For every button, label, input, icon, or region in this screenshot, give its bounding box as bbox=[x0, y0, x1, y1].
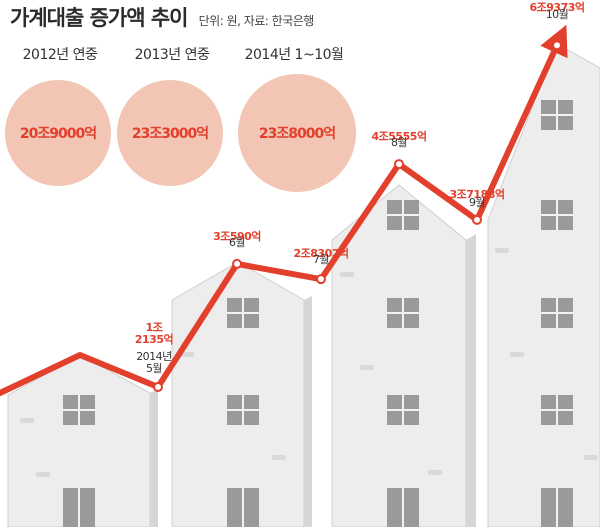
building-1-door bbox=[63, 488, 95, 527]
building-illustrations bbox=[7, 43, 600, 527]
data-point-2 bbox=[232, 258, 242, 269]
data-point-5 bbox=[472, 214, 482, 225]
amount-bubble-2012: 20조9000억 bbox=[5, 80, 111, 186]
building-1-side bbox=[150, 389, 158, 527]
value-label-1-b: 2135억 bbox=[135, 333, 173, 346]
month-label-6: 10월 bbox=[546, 8, 569, 21]
building-4-window bbox=[541, 200, 573, 230]
value-label-2: 3조590억 bbox=[213, 230, 261, 243]
data-point-3 bbox=[316, 274, 326, 285]
amount-2013: 23조3000억 bbox=[131, 126, 209, 142]
value-label-3: 2조8302억 bbox=[293, 247, 348, 260]
month-label-1-b: 5월 bbox=[146, 362, 162, 375]
building-4-window bbox=[541, 100, 573, 130]
month-label-4: 8월 bbox=[391, 136, 407, 149]
building-2-brick bbox=[180, 352, 194, 357]
building-4-window bbox=[541, 298, 573, 328]
building-4-window bbox=[541, 395, 573, 425]
value-label-6: 6조9373억 bbox=[529, 1, 584, 14]
period-label-2013: 2013년 연중 bbox=[134, 47, 210, 63]
building-2-window bbox=[227, 298, 259, 328]
building-1-brick bbox=[36, 472, 50, 477]
building-1-window bbox=[63, 395, 95, 425]
building-3-door bbox=[387, 488, 419, 527]
month-label-2: 6월 bbox=[229, 236, 245, 249]
building-2-window bbox=[227, 395, 259, 425]
chart-title: 가계대출 증가액 추이 bbox=[10, 6, 189, 30]
value-label-5: 3조7188억 bbox=[449, 188, 504, 201]
building-2-side bbox=[304, 296, 312, 527]
month-label-3: 7월 bbox=[313, 253, 329, 266]
amount-2014: 23조8000억 bbox=[258, 126, 336, 142]
amount-2012: 20조9000억 bbox=[19, 126, 97, 142]
building-4-door bbox=[541, 488, 573, 527]
building-3-brick bbox=[360, 365, 374, 370]
chart-title-block: 가계대출 증가액 추이 단위: 원, 자료: 한국은행 bbox=[10, 2, 314, 32]
building-4-brick bbox=[510, 352, 524, 357]
data-point-1 bbox=[153, 382, 163, 392]
series-line-group bbox=[0, 24, 568, 396]
building-3-side bbox=[466, 234, 476, 527]
period-label-2012: 2012년 연중 bbox=[22, 47, 98, 63]
amount-bubble-2014: 23조8000억 bbox=[238, 74, 356, 192]
month-label-1: 2014년 bbox=[136, 350, 172, 363]
building-1-brick bbox=[20, 418, 34, 423]
amount-bubble-2013: 23조3000억 bbox=[117, 80, 223, 186]
value-label-4: 4조5555억 bbox=[371, 130, 426, 143]
building-3-window bbox=[387, 298, 419, 328]
building-3-brick bbox=[340, 272, 354, 277]
period-label-2014: 2014년 1~10월 bbox=[244, 47, 344, 63]
building-2-brick bbox=[272, 455, 286, 460]
building-3-window bbox=[387, 395, 419, 425]
data-point-6 bbox=[552, 40, 562, 51]
month-label-5: 9월 bbox=[469, 196, 485, 209]
building-3-window bbox=[387, 200, 419, 230]
building-3-brick bbox=[428, 470, 442, 475]
value-label-1: 1조 bbox=[146, 321, 163, 334]
building-4-brick bbox=[584, 455, 598, 460]
building-4-brick bbox=[495, 248, 509, 253]
building-2-door bbox=[227, 488, 259, 527]
unit-note: 단위: 원, 자료: 한국은행 bbox=[198, 14, 315, 28]
data-point-4 bbox=[394, 159, 404, 170]
